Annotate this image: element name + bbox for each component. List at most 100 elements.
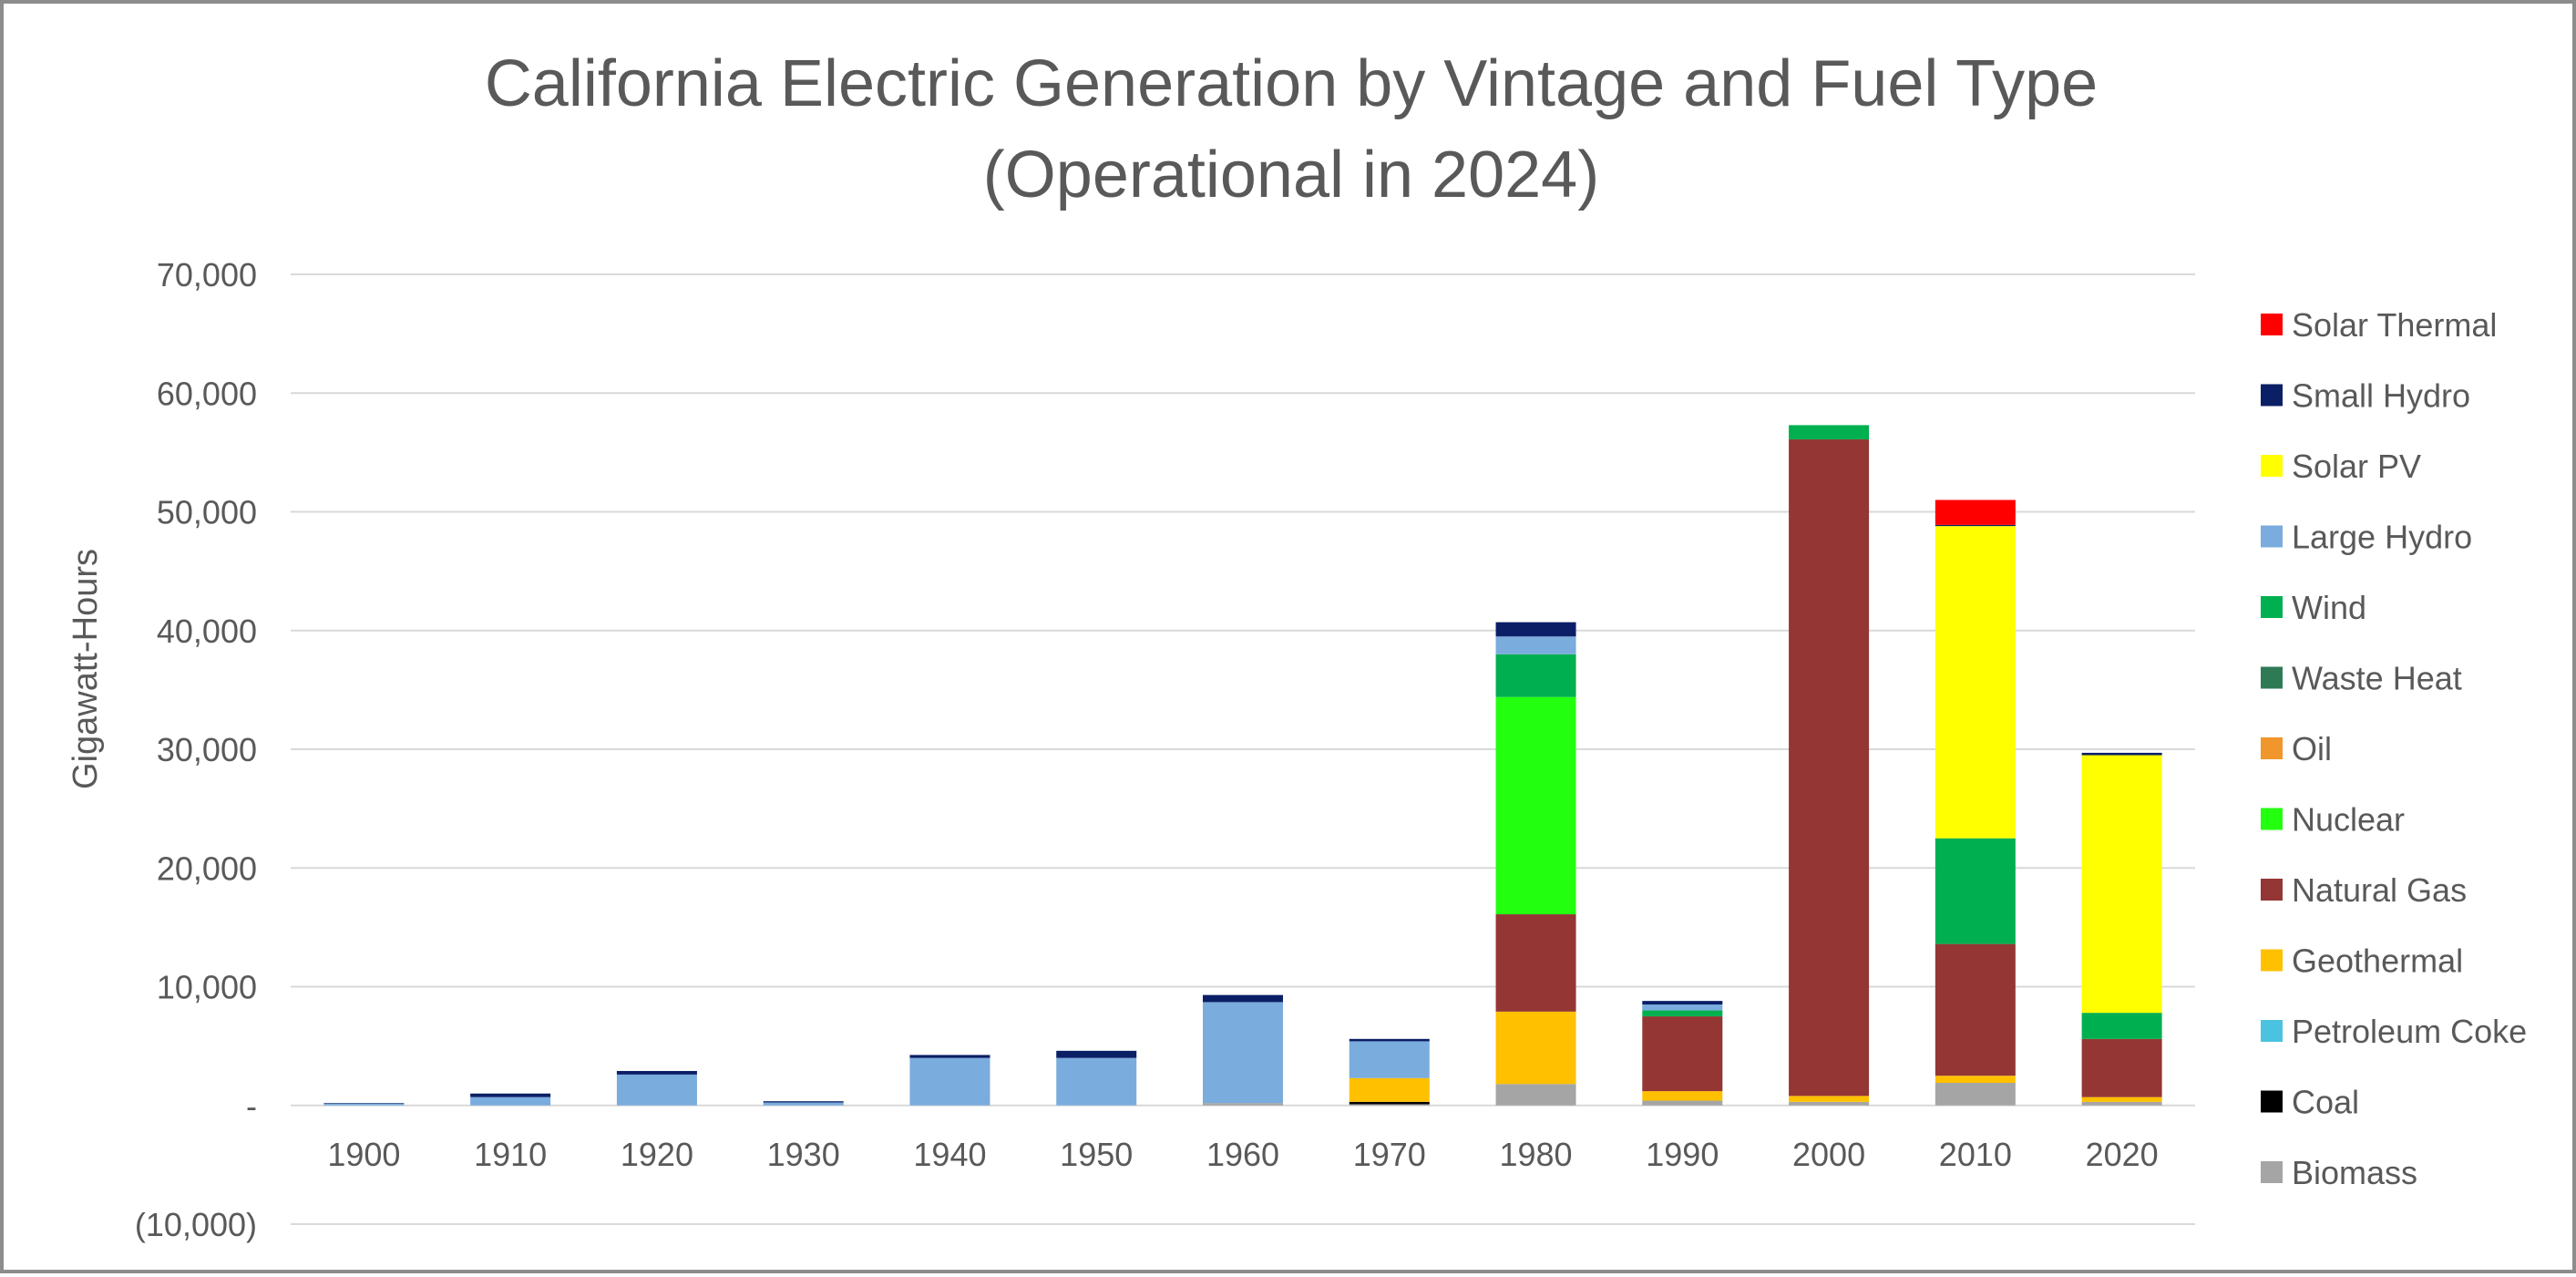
bar-segment-natural-gas-1980 xyxy=(1495,914,1576,1012)
bar-segment-geothermal-1980 xyxy=(1495,1011,1576,1085)
chart-title-line-2: (Operational in 2024) xyxy=(983,139,1599,211)
y-tick-label: 20,000 xyxy=(157,850,257,887)
legend-label-natural-gas: Natural Gas xyxy=(2292,871,2467,909)
chart-title-line-1: California Electric Generation by Vintag… xyxy=(485,47,2098,120)
bar-segment-small-hydro-1910 xyxy=(470,1093,551,1097)
legend-swatch-geothermal xyxy=(2261,949,2283,972)
legend-label-petroleum-coke: Petroleum Coke xyxy=(2292,1013,2527,1050)
x-tick-label: 1970 xyxy=(1353,1136,1426,1173)
chart-svg: California Electric Generation by Vintag… xyxy=(67,47,2527,1243)
legend-swatch-natural-gas xyxy=(2261,879,2283,901)
legend-label-solar-pv: Solar PV xyxy=(2292,448,2421,485)
bar-segment-natural-gas-2020 xyxy=(2081,1038,2162,1097)
bar-segment-large-hydro-1910 xyxy=(470,1097,551,1106)
legend-swatch-nuclear xyxy=(2261,808,2283,830)
x-tick-label: 1980 xyxy=(1499,1136,1572,1173)
bar-segment-small-hydro-1950 xyxy=(1056,1050,1137,1058)
bar-segment-large-hydro-1990 xyxy=(1642,1004,1723,1011)
bar-segment-small-hydro-1900 xyxy=(323,1103,405,1104)
legend-swatch-wind xyxy=(2261,596,2283,618)
legend-label-small-hydro: Small Hydro xyxy=(2292,377,2470,415)
bar-segment-geothermal-2010 xyxy=(1935,1076,2016,1084)
bar-segment-large-hydro-1950 xyxy=(1056,1057,1137,1106)
bar-segment-solar-pv-2020 xyxy=(2081,755,2162,1014)
y-tick-label: (10,000) xyxy=(135,1206,257,1243)
bar-segment-biomass-2020 xyxy=(2081,1101,2162,1106)
legend-label-geothermal: Geothermal xyxy=(2292,942,2463,980)
x-tick-label: 1930 xyxy=(767,1136,840,1173)
y-axis-tick-labels: (10,000) - 10,000 20,000 30,000 40,000 50,000 6… xyxy=(135,256,257,1243)
legend-label-large-hydro: Large Hydro xyxy=(2292,519,2472,556)
bar-segment-small-hydro-1960 xyxy=(1203,994,1283,1003)
x-tick-label: 1960 xyxy=(1206,1136,1279,1173)
bar-segment-natural-gas-2000 xyxy=(1789,439,1870,1097)
bar-segment-geothermal-1990 xyxy=(1642,1091,1723,1101)
legend-swatch-large-hydro xyxy=(2261,525,2283,548)
bar-segment-small-hydro-1970 xyxy=(1349,1038,1430,1042)
x-tick-label: 1940 xyxy=(913,1136,986,1173)
x-tick-label: 1920 xyxy=(621,1136,693,1173)
x-tick-label: 2020 xyxy=(2086,1136,2159,1173)
bar-segment-biomass-2000 xyxy=(1789,1101,1870,1106)
bar-segment-natural-gas-1990 xyxy=(1642,1016,1723,1092)
legend-swatch-small-hydro xyxy=(2261,384,2283,407)
x-tick-label: 1900 xyxy=(327,1136,400,1173)
x-tick-label: 1950 xyxy=(1060,1136,1133,1173)
legend-swatch-solar-pv xyxy=(2261,455,2283,477)
bar-segment-geothermal-2020 xyxy=(2081,1097,2162,1102)
x-tick-label: 2000 xyxy=(1792,1136,1865,1173)
bar-segment-wind-2010 xyxy=(1935,838,2016,944)
bar-segment-small-hydro-1920 xyxy=(616,1070,697,1075)
y-tick-label: - xyxy=(246,1087,257,1125)
bar-segment-biomass-1970 xyxy=(1349,1104,1430,1106)
bar-segment-large-hydro-1920 xyxy=(616,1074,697,1106)
bars xyxy=(323,425,2162,1106)
bar-segment-geothermal-1970 xyxy=(1349,1077,1430,1102)
bar-segment-wind-2000 xyxy=(1789,425,1870,440)
bar-segment-large-hydro-1940 xyxy=(909,1057,990,1106)
bar-segment-small-hydro-1930 xyxy=(763,1101,844,1103)
y-axis-title: Gigawatt-Hours xyxy=(67,549,105,789)
legend-swatch-oil xyxy=(2261,737,2283,759)
x-tick-label: 2010 xyxy=(1939,1136,2012,1173)
bar-segment-small-hydro-1980 xyxy=(1495,622,1576,637)
legend-swatch-waste-heat xyxy=(2261,666,2283,689)
bar-segment-natural-gas-2010 xyxy=(1935,943,2016,1076)
bar-segment-large-hydro-1980 xyxy=(1495,636,1576,654)
bar-segment-wind-1980 xyxy=(1495,654,1576,697)
y-tick-label: 40,000 xyxy=(157,613,257,650)
legend-swatch-solar-thermal xyxy=(2261,314,2283,335)
legend-swatch-petroleum-coke xyxy=(2261,1020,2283,1042)
bar-segment-biomass-1990 xyxy=(1642,1100,1723,1106)
bar-segment-coal-1970 xyxy=(1349,1101,1430,1105)
bar-segment-geothermal-2000 xyxy=(1789,1096,1870,1102)
y-tick-label: 70,000 xyxy=(157,256,257,294)
bar-segment-biomass-1960 xyxy=(1203,1103,1283,1106)
bar-segment-large-hydro-1930 xyxy=(763,1102,844,1106)
y-tick-label: 10,000 xyxy=(157,969,257,1006)
legend-label-biomass: Biomass xyxy=(2292,1154,2417,1191)
legend-label-nuclear: Nuclear xyxy=(2292,801,2405,839)
bar-segment-large-hydro-1970 xyxy=(1349,1041,1430,1078)
bar-segment-wind-2020 xyxy=(2081,1013,2162,1039)
legend-swatch-coal xyxy=(2261,1090,2283,1113)
bar-segment-small-hydro-1990 xyxy=(1642,1001,1723,1005)
bar-segment-large-hydro-1900 xyxy=(323,1103,405,1106)
x-tick-label: 1910 xyxy=(474,1136,547,1173)
legend: Solar Thermal Small Hydro Solar PV Large Hy… xyxy=(2261,306,2527,1191)
x-tick-label: 1990 xyxy=(1646,1136,1719,1173)
legend-label-coal: Coal xyxy=(2292,1084,2359,1121)
y-tick-label: 50,000 xyxy=(157,494,257,531)
legend-label-wind: Wind xyxy=(2292,589,2366,626)
bar-segment-small-hydro-2010 xyxy=(1935,524,2016,527)
bar-segment-solar-thermal-2010 xyxy=(1935,499,2016,525)
y-tick-label: 60,000 xyxy=(157,375,257,412)
chart-title: California Electric Generation by Vintag… xyxy=(485,47,2098,211)
legend-swatch-biomass xyxy=(2261,1161,2283,1183)
x-axis-tick-labels: 1900 1910 1920 1930 1940 1950 1960 1970 1980 1990… xyxy=(327,1136,2158,1173)
gridlines xyxy=(291,273,2195,1225)
bar-segment-large-hydro-1960 xyxy=(1203,1002,1283,1104)
bar-segment-small-hydro-1940 xyxy=(909,1055,990,1058)
bar-segment-biomass-1980 xyxy=(1495,1084,1576,1106)
